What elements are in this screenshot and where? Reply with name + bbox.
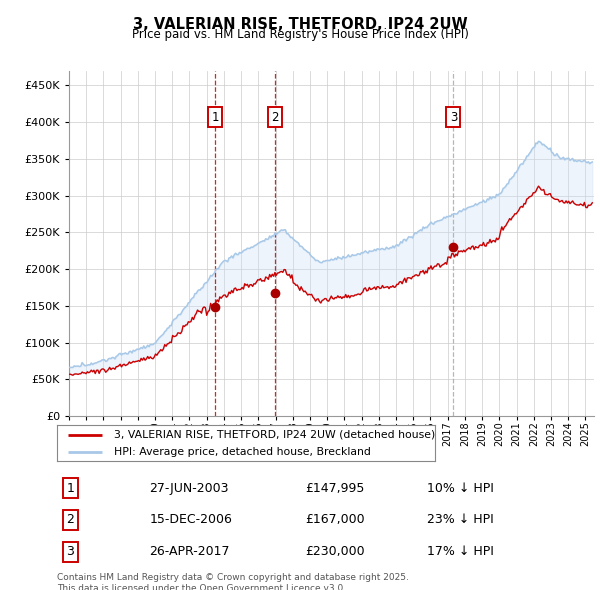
Text: 1: 1 xyxy=(211,110,219,123)
Text: 3: 3 xyxy=(66,545,74,558)
Text: Price paid vs. HM Land Registry's House Price Index (HPI): Price paid vs. HM Land Registry's House … xyxy=(131,28,469,41)
Text: 1: 1 xyxy=(66,481,74,494)
Text: £147,995: £147,995 xyxy=(305,481,365,494)
Text: 26-APR-2017: 26-APR-2017 xyxy=(149,545,230,558)
Text: 2: 2 xyxy=(271,110,278,123)
Text: 3: 3 xyxy=(449,110,457,123)
Text: 15-DEC-2006: 15-DEC-2006 xyxy=(149,513,232,526)
Text: 2: 2 xyxy=(66,513,74,526)
Text: Contains HM Land Registry data © Crown copyright and database right 2025.
This d: Contains HM Land Registry data © Crown c… xyxy=(57,573,409,590)
Text: HPI: Average price, detached house, Breckland: HPI: Average price, detached house, Brec… xyxy=(114,447,371,457)
Text: 3, VALERIAN RISE, THETFORD, IP24 2UW (detached house): 3, VALERIAN RISE, THETFORD, IP24 2UW (de… xyxy=(114,430,435,440)
Text: 23% ↓ HPI: 23% ↓ HPI xyxy=(427,513,493,526)
Text: 27-JUN-2003: 27-JUN-2003 xyxy=(149,481,229,494)
Text: 10% ↓ HPI: 10% ↓ HPI xyxy=(427,481,493,494)
Text: 17% ↓ HPI: 17% ↓ HPI xyxy=(427,545,493,558)
Text: £230,000: £230,000 xyxy=(305,545,365,558)
Text: 3, VALERIAN RISE, THETFORD, IP24 2UW: 3, VALERIAN RISE, THETFORD, IP24 2UW xyxy=(133,17,467,31)
Text: £167,000: £167,000 xyxy=(305,513,365,526)
